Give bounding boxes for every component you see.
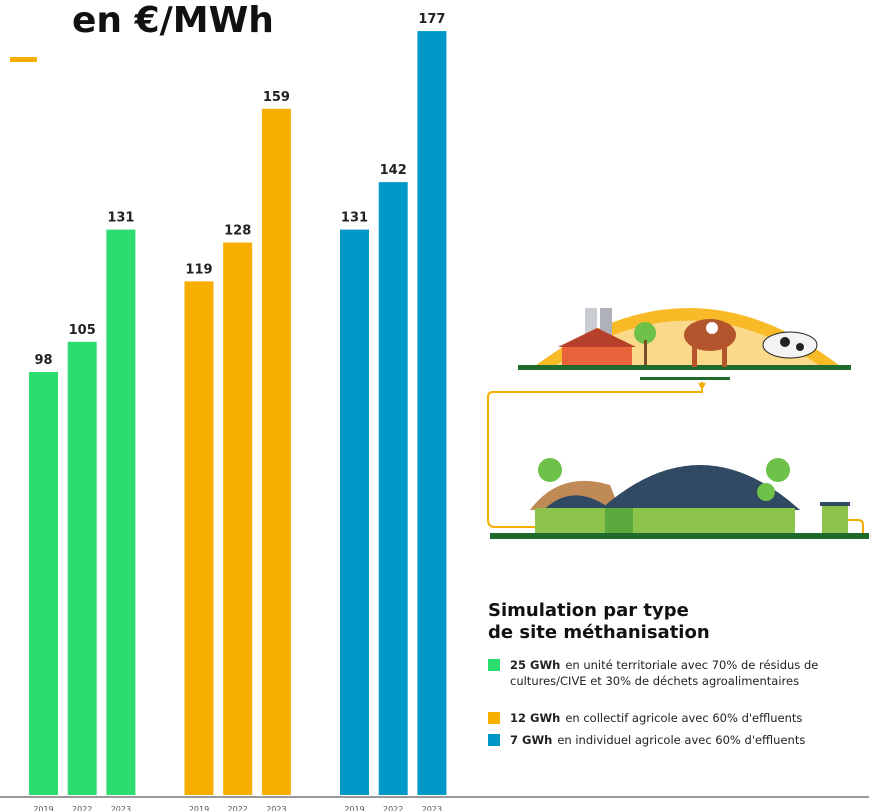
legend-text: cultures/CIVE et 30% de déchets agroalim… <box>510 674 799 688</box>
x-tick-label: 2023 <box>422 805 442 811</box>
x-tick-label: 2023 <box>266 805 286 811</box>
legend-description: en unité territoriale avec 70% de résidu… <box>565 658 818 672</box>
value-label: 105 <box>69 323 96 338</box>
bar <box>68 342 97 795</box>
bar <box>340 230 369 795</box>
legend-description: en individuel agricole avec 60% d'efflue… <box>557 733 805 747</box>
accent-dash <box>10 57 37 62</box>
value-label: 177 <box>418 12 445 27</box>
x-tick-label: 2019 <box>344 805 364 811</box>
x-tick-label: 2023 <box>111 805 131 811</box>
x-tick-label: 2019 <box>33 805 53 811</box>
legend-swatch <box>488 712 500 724</box>
legend-name: 12 GWh <box>510 711 560 725</box>
legend-title: Simulation par type <box>488 600 689 621</box>
page: en €/MWh Simulation par type de site mét… <box>0 0 869 811</box>
value-label: 119 <box>185 262 212 277</box>
legend-name: 7 GWh <box>510 733 552 747</box>
legend-title: de site méthanisation <box>488 622 710 643</box>
bar <box>223 243 252 795</box>
legend-swatch <box>488 734 500 746</box>
bar <box>262 109 291 795</box>
value-label: 159 <box>263 90 290 105</box>
legend-name: 25 GWh <box>510 658 560 672</box>
bar <box>29 372 58 795</box>
bar <box>379 182 408 795</box>
chart-title: en €/MWh <box>72 0 274 41</box>
legend-text: 12 GWh en collectif agricole avec 60% d'e… <box>510 711 802 725</box>
value-label: 142 <box>380 163 407 178</box>
value-label: 131 <box>341 211 368 226</box>
legend-swatch <box>488 659 500 671</box>
x-tick-label: 2022 <box>383 805 403 811</box>
x-tick-label: 2022 <box>72 805 92 811</box>
value-label: 128 <box>224 224 251 239</box>
bar <box>185 281 214 795</box>
bar <box>417 31 446 795</box>
value-label: 131 <box>107 211 134 226</box>
legend-text: 25 GWh en unité territoriale avec 70% de … <box>510 658 818 672</box>
x-tick-label: 2019 <box>189 805 209 811</box>
legend-text: 7 GWh en individuel agricole avec 60% d'e… <box>510 733 805 747</box>
chart: en €/MWh Simulation par type de site mét… <box>0 0 869 811</box>
x-tick-label: 2022 <box>228 805 248 811</box>
legend-description: en collectif agricole avec 60% d'effluen… <box>565 711 802 725</box>
bar <box>106 230 135 795</box>
value-label: 98 <box>34 353 52 368</box>
illustration <box>488 308 869 539</box>
